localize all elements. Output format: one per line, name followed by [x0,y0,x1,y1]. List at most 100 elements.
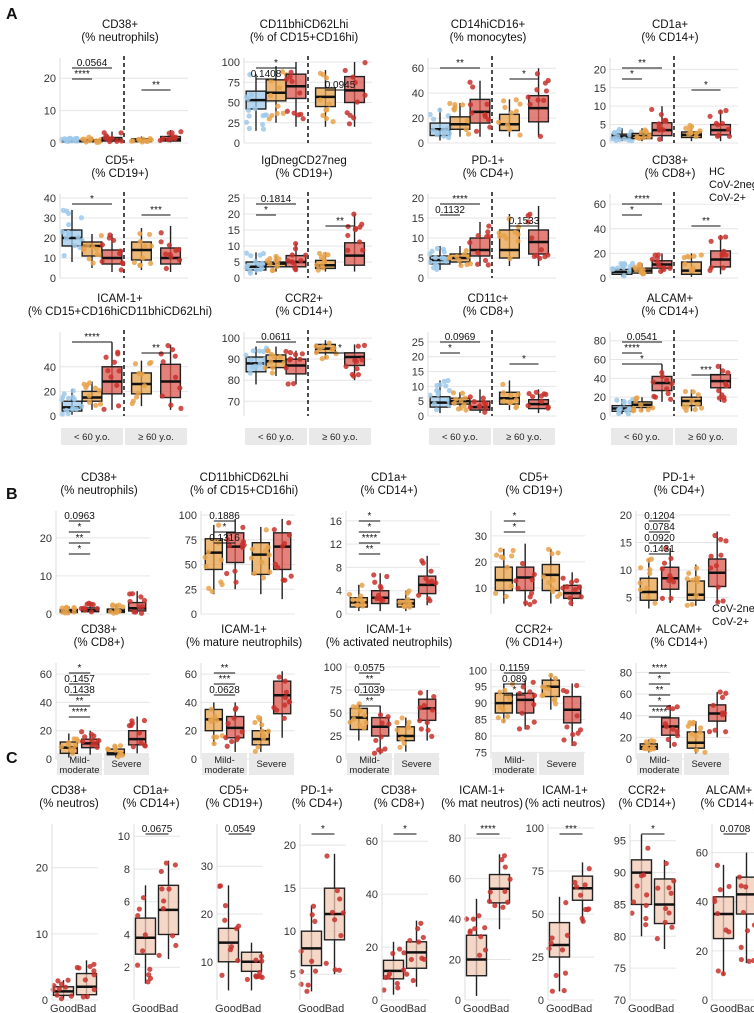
box-series [298,903,323,994]
data-point [343,363,349,369]
data-point [723,383,730,389]
data-point [136,604,142,610]
y-tick-label: 0 [455,995,461,1007]
data-point [93,402,99,408]
data-point [395,985,401,991]
data-point [287,356,294,362]
chart-title: CD5+ [105,155,135,167]
x-tick-label: Good [546,1003,573,1013]
y-tick-label: 90 [475,698,487,710]
box-series [685,719,708,755]
chart-title: CD5+ [219,785,249,797]
data-point [698,252,704,258]
data-point [443,383,449,389]
y-tick-label: 40 [44,193,56,205]
data-point [260,575,267,581]
data-point [110,602,116,608]
data-point [715,584,721,590]
y-tick-label: 100 [222,57,240,69]
data-point [148,243,154,249]
data-point [287,74,293,80]
data-point [372,579,378,585]
data-point [283,689,289,695]
box-series [513,543,538,608]
data-point [376,595,382,602]
data-point [222,903,229,909]
data-point [574,713,580,719]
significance-label: 0.1438 [64,685,95,696]
box-series [571,862,594,924]
data-point [72,242,78,249]
box-series [660,704,681,749]
data-point [504,564,510,570]
chart-subtitle: (% CD4+) [463,168,514,180]
data-point [390,950,396,957]
data-point [720,712,726,718]
y-tick-label: 20 [40,726,52,738]
data-point [330,119,336,125]
data-point [531,599,538,605]
data-point [243,94,249,100]
data-point [467,394,473,400]
chart-subtitle: (% activated neutrophils) [326,637,453,649]
data-point [259,121,266,128]
y-tick-label: 100 [526,823,544,835]
data-point [473,128,480,134]
panel-label-b: B [6,486,18,503]
data-point [259,722,265,728]
data-point [269,112,275,119]
significance-label: *** [219,674,231,685]
data-point [101,406,107,412]
data-point [517,101,523,107]
data-point [561,987,567,994]
y-tick-label: 10 [44,106,56,118]
data-point [646,557,652,563]
data-point [219,972,225,978]
data-point [750,957,754,964]
data-point [482,925,488,931]
data-point [486,233,492,240]
data-point [529,235,535,241]
data-point [158,230,164,236]
data-point [258,953,265,959]
data-point [317,97,323,103]
chart-title: CD5+ [519,472,549,484]
data-point [136,136,142,142]
data-point [612,130,618,136]
box-series [58,388,85,417]
data-point [659,373,665,379]
data-point [434,129,440,135]
data-point [467,239,473,246]
significance-label: * [630,205,634,216]
data-point [239,729,245,735]
data-point [256,261,262,268]
facet-strip [347,753,392,775]
data-point [178,405,184,411]
significance-label: 0.1204 [644,511,675,522]
data-point [476,913,482,919]
data-point [252,719,258,726]
significance-label: * [90,194,94,205]
facet-strip [125,428,187,445]
data-point [420,934,426,941]
data-point [665,736,671,743]
data-point [482,409,488,415]
data-point [625,411,631,417]
y-tick-label: 85 [614,899,626,911]
box [494,566,514,592]
y-tick-label: 40 [44,362,56,374]
chart-subtitle: (% CD14+) [700,798,754,810]
data-point [163,860,169,866]
data-point [84,994,90,1000]
data-point [399,736,406,742]
significance-label: * [513,685,517,696]
chart-subtitle: (% CD8+) [374,798,425,810]
box-series [709,363,732,403]
box-series [283,62,307,127]
box-series [323,853,346,975]
data-point [723,690,729,696]
data-point [159,886,165,892]
facet-strip [61,428,123,445]
box-series [58,733,81,758]
